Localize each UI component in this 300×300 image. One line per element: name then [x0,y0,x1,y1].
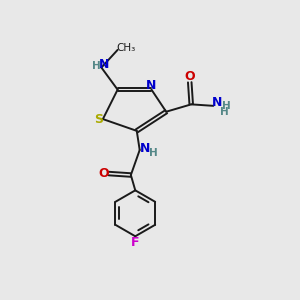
Text: O: O [98,167,109,180]
Text: N: N [140,142,150,155]
Text: H: H [220,107,229,117]
Text: H: H [92,61,100,71]
Text: N: N [146,79,157,92]
Text: N: N [212,96,222,110]
Text: N: N [99,58,110,70]
Text: F: F [131,236,140,249]
Text: H: H [148,148,157,158]
Text: CH₃: CH₃ [116,43,136,52]
Text: O: O [184,70,195,83]
Text: H: H [222,101,231,111]
Text: S: S [94,112,103,126]
